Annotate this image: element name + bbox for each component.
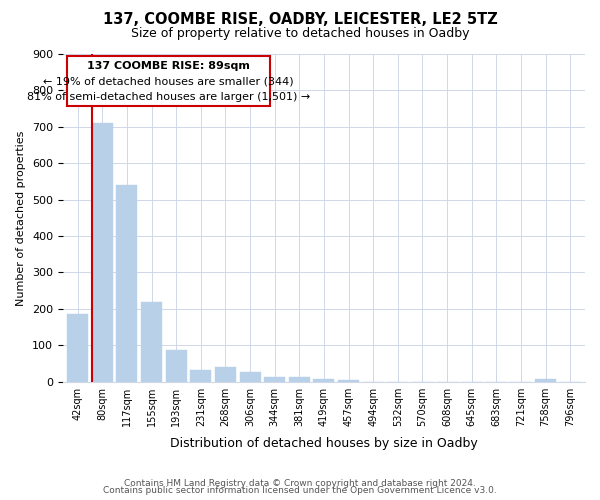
Text: Contains public sector information licensed under the Open Government Licence v3: Contains public sector information licen… bbox=[103, 486, 497, 495]
Y-axis label: Number of detached properties: Number of detached properties bbox=[16, 130, 26, 306]
Bar bbox=[166, 350, 187, 382]
Text: ← 19% of detached houses are smaller (344): ← 19% of detached houses are smaller (34… bbox=[43, 76, 293, 86]
Bar bbox=[313, 378, 334, 382]
Bar bbox=[67, 314, 88, 382]
Text: 137 COOMBE RISE: 89sqm: 137 COOMBE RISE: 89sqm bbox=[87, 62, 250, 72]
Text: 137, COOMBE RISE, OADBY, LEICESTER, LE2 5TZ: 137, COOMBE RISE, OADBY, LEICESTER, LE2 … bbox=[103, 12, 497, 28]
Bar bbox=[338, 380, 359, 382]
Bar bbox=[289, 378, 310, 382]
Bar bbox=[535, 378, 556, 382]
X-axis label: Distribution of detached houses by size in Oadby: Distribution of detached houses by size … bbox=[170, 437, 478, 450]
FancyBboxPatch shape bbox=[67, 56, 270, 106]
Bar bbox=[190, 370, 211, 382]
Text: 81% of semi-detached houses are larger (1,501) →: 81% of semi-detached houses are larger (… bbox=[26, 92, 310, 102]
Bar bbox=[215, 367, 236, 382]
Text: Contains HM Land Registry data © Crown copyright and database right 2024.: Contains HM Land Registry data © Crown c… bbox=[124, 478, 476, 488]
Bar bbox=[141, 302, 162, 382]
Text: Size of property relative to detached houses in Oadby: Size of property relative to detached ho… bbox=[131, 28, 469, 40]
Bar bbox=[116, 185, 137, 382]
Bar bbox=[239, 372, 260, 382]
Bar bbox=[264, 378, 285, 382]
Bar bbox=[92, 123, 113, 382]
